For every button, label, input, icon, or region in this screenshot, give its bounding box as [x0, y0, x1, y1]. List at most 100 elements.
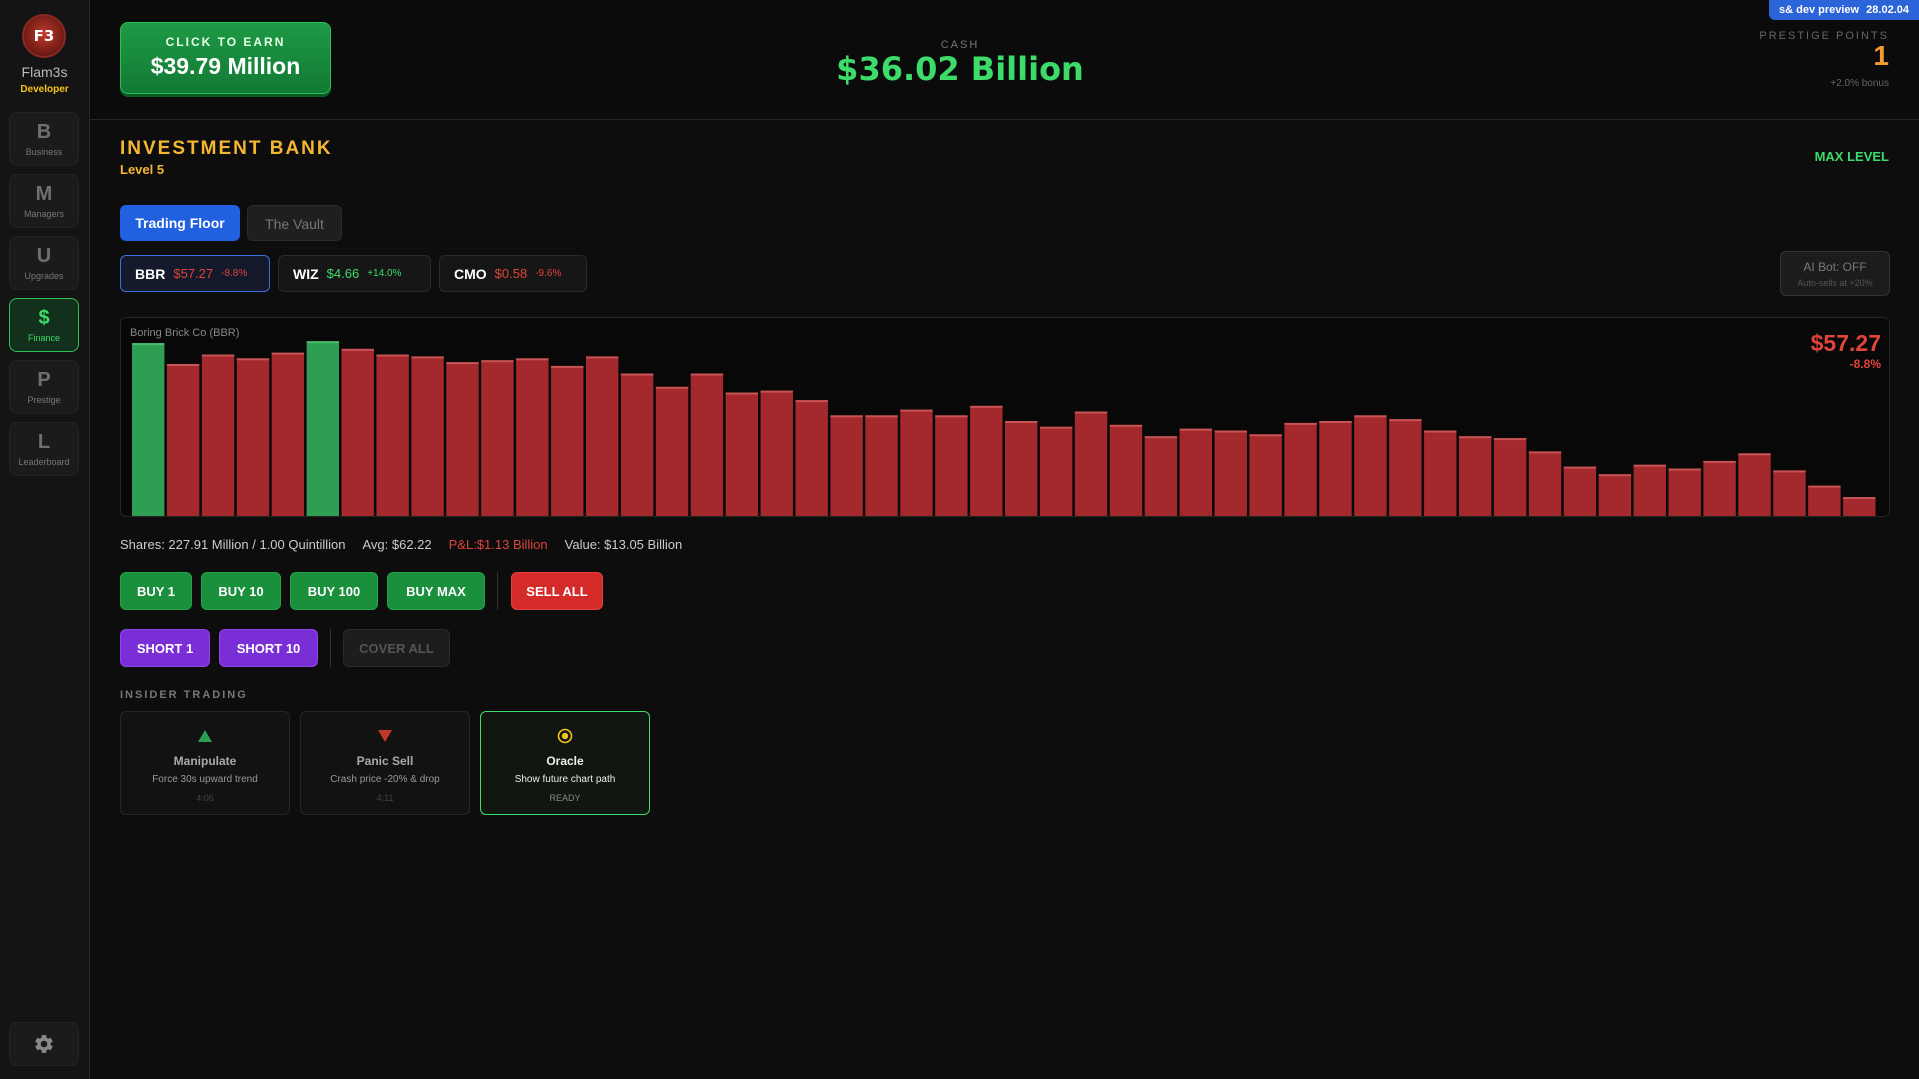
panic-sell-card[interactable]: Panic Sell Crash price -20% & drop 4:11 — [300, 711, 470, 815]
chart-bar — [1598, 474, 1632, 516]
sidebar-item-label: Finance — [27, 333, 61, 343]
oracle-card[interactable]: Oracle Show future chart path READY — [480, 711, 650, 815]
click-to-earn-button[interactable]: CLICK TO EARN $39.79 Million — [120, 22, 331, 94]
chart-bar — [1039, 426, 1073, 516]
chart-bar-cap — [1389, 419, 1422, 422]
cash-value: $36.02 Billion — [836, 50, 1084, 88]
chart-bar-cap — [1039, 426, 1073, 429]
sidebar-item-finance[interactable]: $ Finance — [9, 298, 79, 352]
ticker-price: $57.27 — [173, 266, 214, 281]
chart-bar-cap — [1773, 470, 1806, 473]
sidebar-item-label: Prestige — [27, 395, 61, 405]
chart-bar-cap — [1144, 436, 1178, 439]
chart-bar — [1389, 419, 1422, 516]
chart-bar-cap — [306, 341, 340, 344]
chart-bar — [1843, 497, 1876, 516]
chart-bar-cap — [1493, 438, 1527, 441]
prestige-icon: P — [37, 369, 51, 391]
short-10-button[interactable]: SHORT 10 — [219, 629, 318, 667]
chart-bar-cap — [1005, 421, 1038, 423]
chart-bar-cap — [341, 348, 374, 351]
chart-bar — [655, 386, 689, 516]
chart-bar-cap — [655, 386, 689, 389]
ticker-price: $4.66 — [326, 266, 360, 281]
avatar[interactable]: F3 — [22, 14, 66, 58]
buy-10-button[interactable]: BUY 10 — [201, 572, 281, 610]
chart-bar-cap — [1354, 415, 1387, 418]
ai-bot-label: AI Bot: OFF — [1803, 260, 1867, 274]
ticker-price: $0.58 — [494, 266, 528, 281]
chart-bar-cap — [1598, 474, 1632, 477]
chart-bar — [1249, 434, 1282, 516]
chart-bar-cap — [760, 390, 793, 393]
cover-all-button[interactable]: COVER ALL — [343, 629, 450, 667]
chart-bar — [1074, 411, 1108, 516]
sidebar-item-label: Leaderboard — [18, 457, 70, 467]
button-divider — [330, 629, 331, 667]
chart-bar-cap — [900, 409, 933, 412]
value-stat: Value: $13.05 Billion — [564, 537, 683, 552]
sidebar-item-business[interactable]: B Business — [9, 112, 79, 166]
insider-trading-label: INSIDER TRADING — [120, 689, 248, 701]
dev-badge-text: s& dev preview — [1779, 4, 1860, 16]
chart-bar — [1668, 468, 1701, 516]
ai-bot-toggle[interactable]: AI Bot: OFF Auto-sells at +20% — [1780, 251, 1890, 296]
max-level-badge: MAX LEVEL — [1814, 149, 1889, 164]
chart-bar — [236, 358, 270, 516]
chart-bar-cap — [1633, 464, 1666, 467]
chart-bar-cap — [1319, 421, 1352, 423]
chart-bar — [1808, 485, 1841, 516]
chart-bar-cap — [1458, 436, 1492, 439]
chart-bar — [1738, 453, 1771, 516]
chart-bar — [166, 364, 200, 516]
chart-bar — [1458, 436, 1492, 516]
sidebar-item-managers[interactable]: M Managers — [9, 174, 79, 228]
chart-bar-cap — [585, 356, 619, 359]
sidebar-item-label: Managers — [23, 209, 65, 219]
manipulate-card[interactable]: Manipulate Force 30s upward trend 4:06 — [120, 711, 290, 815]
chart-bar — [1005, 421, 1038, 516]
card-desc: Force 30s upward trend — [152, 774, 258, 785]
user-role: Developer — [20, 84, 69, 95]
chart-bar — [551, 365, 584, 516]
tab-trading-floor[interactable]: Trading Floor — [120, 205, 240, 241]
chart-bar — [376, 354, 409, 516]
chart-bar-cap — [1703, 460, 1736, 463]
chart-bar-cap — [1668, 468, 1701, 471]
chart-bar — [900, 409, 933, 516]
triangle-up-icon — [121, 728, 289, 744]
chart-bar-cap — [1179, 428, 1213, 431]
chart-bar-cap — [1843, 497, 1876, 499]
sidebar-item-leaderboard[interactable]: L Leaderboard — [9, 422, 79, 476]
chart-bar-cap — [830, 415, 863, 418]
managers-icon: M — [35, 183, 53, 205]
sell-all-button[interactable]: SELL ALL — [511, 572, 603, 610]
chart-bar — [1214, 430, 1247, 516]
buy-100-button[interactable]: BUY 100 — [290, 572, 378, 610]
chart-bar — [865, 415, 898, 516]
sidebar-item-label: Business — [25, 147, 63, 157]
chart-bar — [1354, 415, 1387, 516]
sidebar-item-upgrades[interactable]: U Upgrades — [9, 236, 79, 290]
chart-bar-cap — [376, 354, 409, 357]
target-icon — [481, 728, 649, 744]
chart-bar — [1109, 424, 1143, 516]
chart-bar — [1633, 464, 1666, 516]
tab-the-vault[interactable]: The Vault — [247, 205, 342, 241]
buy-1-button[interactable]: BUY 1 — [120, 572, 192, 610]
ticker-wiz[interactable]: WIZ $4.66 +14.0% — [278, 255, 431, 292]
cash-label: CASH — [940, 39, 980, 51]
finance-icon: $ — [38, 307, 50, 329]
sidebar-item-prestige[interactable]: P Prestige — [9, 360, 79, 414]
ticker-change: -9.6% — [535, 268, 562, 279]
buy-max-button[interactable]: BUY MAX — [387, 572, 485, 610]
chart-bar-cap — [446, 362, 479, 365]
earn-value: $39.79 Million — [150, 53, 301, 79]
shares-stat: Shares: 227.91 Million / 1.00 Quintillio… — [120, 537, 346, 552]
chart-bar — [446, 362, 479, 516]
ticker-bbr[interactable]: BBR $57.27 -8.8% — [120, 255, 270, 292]
pnl-stat: P&L:$1.13 Billion — [448, 537, 548, 552]
short-1-button[interactable]: SHORT 1 — [120, 629, 210, 667]
settings-button[interactable] — [9, 1022, 79, 1066]
ticker-cmo[interactable]: CMO $0.58 -9.6% — [439, 255, 587, 292]
